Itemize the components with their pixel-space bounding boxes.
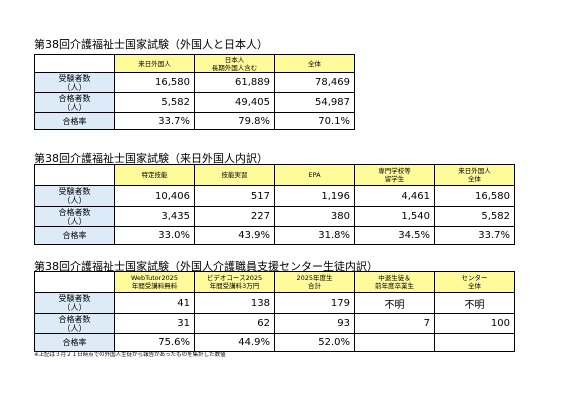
col-header: ビデオコース2025 年間受講料3万円 [194, 271, 275, 293]
table2-title: 第38回介護福祉士国家試験（来日外国人内訳） [34, 152, 268, 165]
cell: 62 [194, 313, 275, 334]
col-header: センター 全体 [434, 271, 515, 293]
col-header-line: 長期外国人含む [211, 63, 258, 72]
cell: 41 [114, 292, 195, 314]
cell: 31.8% [274, 226, 355, 245]
cell: 33.7% [114, 112, 195, 130]
footnote: ※上記は３月２１日時点での外国人生徒から報告があったものを集計した数値 [34, 352, 226, 358]
cell: 33.7% [434, 226, 515, 245]
cell: 179 [274, 292, 355, 314]
cell: 100 [434, 313, 515, 334]
cell: 79.8% [194, 112, 275, 130]
cell: 16,580 [434, 185, 515, 207]
row-header: 合格率 [34, 226, 115, 245]
cell: 43.9% [194, 226, 275, 245]
corner-cell [34, 164, 115, 186]
cell: 不明 [434, 292, 515, 314]
cell: 不明 [354, 292, 435, 314]
col-header: 技能実習 [194, 164, 275, 186]
cell: 380 [274, 206, 355, 227]
cell: 93 [274, 313, 355, 334]
col-header: 中退生徒＆ 前年度卒業生 [354, 271, 435, 293]
row-header: 受験者数 （人） [34, 72, 115, 93]
cell: 10,406 [114, 185, 195, 207]
col-header: 2025年度生 合計 [274, 271, 355, 293]
cell: 138 [194, 292, 275, 314]
cell: 4,461 [354, 185, 435, 207]
cell [354, 333, 435, 352]
cell: 33.0% [114, 226, 195, 245]
cell: 1,196 [274, 185, 355, 207]
col-header: 日本人 長期外国人含む [194, 54, 275, 73]
corner-cell [34, 271, 115, 293]
row-header: 受験者数 （人） [34, 185, 115, 207]
cell [434, 333, 515, 352]
cell: 52.0% [274, 333, 355, 352]
cell: 16,580 [114, 72, 195, 93]
cell: 61,889 [194, 72, 275, 93]
cell: 78,469 [274, 72, 355, 93]
cell: 517 [194, 185, 275, 207]
cell: 5,582 [434, 206, 515, 227]
col-header: WebTutor2025 年間受講料無料 [114, 271, 195, 293]
col-header: 来日外国人 全体 [434, 164, 515, 186]
col-header: 全体 [274, 54, 355, 73]
table3-title: 第38回介護福祉士国家試験（外国人介護職員支援センター生徒内訳） [34, 260, 378, 273]
cell: 7 [354, 313, 435, 334]
cell: 5,582 [114, 92, 195, 113]
table-center-students: WebTutor2025 年間受講料無料 ビデオコース2025 年間受講料3万円 2… [34, 271, 515, 352]
row-header: 受験者数 （人） [34, 292, 115, 314]
col-header-line: 日本人 [224, 55, 245, 64]
cell: 49,405 [194, 92, 275, 113]
cell: 44.9% [194, 333, 275, 352]
cell: 227 [194, 206, 275, 227]
col-header: EPA [274, 164, 355, 186]
table1-title: 第38回介護福祉士国家試験（外国人と日本人） [34, 38, 268, 51]
corner-cell [34, 54, 115, 73]
table-foreign-vs-japanese: 来日外国人 日本人 長期外国人含む 全体 受験者数 （人） 16,580 61,88… [34, 54, 355, 130]
cell: 1,540 [354, 206, 435, 227]
row-header: 合格者数 （人） [34, 206, 115, 227]
cell: 3,435 [114, 206, 195, 227]
col-header: 来日外国人 [114, 54, 195, 73]
col-header: 専門学校等 留学生 [354, 164, 435, 186]
row-header: 合格率 [34, 333, 115, 352]
cell: 70.1% [274, 112, 355, 130]
row-header: 合格者数 （人） [34, 92, 115, 113]
cell: 75.6% [114, 333, 195, 352]
cell: 34.5% [354, 226, 435, 245]
col-header: 特定技能 [114, 164, 195, 186]
row-header: 合格者数 （人） [34, 313, 115, 334]
row-header: 合格率 [34, 112, 115, 130]
table-foreign-breakdown: 特定技能 技能実習 EPA 専門学校等 留学生 来日外国人 全体 受験者数 （人） 1… [34, 164, 515, 245]
cell: 54,987 [274, 92, 355, 113]
cell: 31 [114, 313, 195, 334]
